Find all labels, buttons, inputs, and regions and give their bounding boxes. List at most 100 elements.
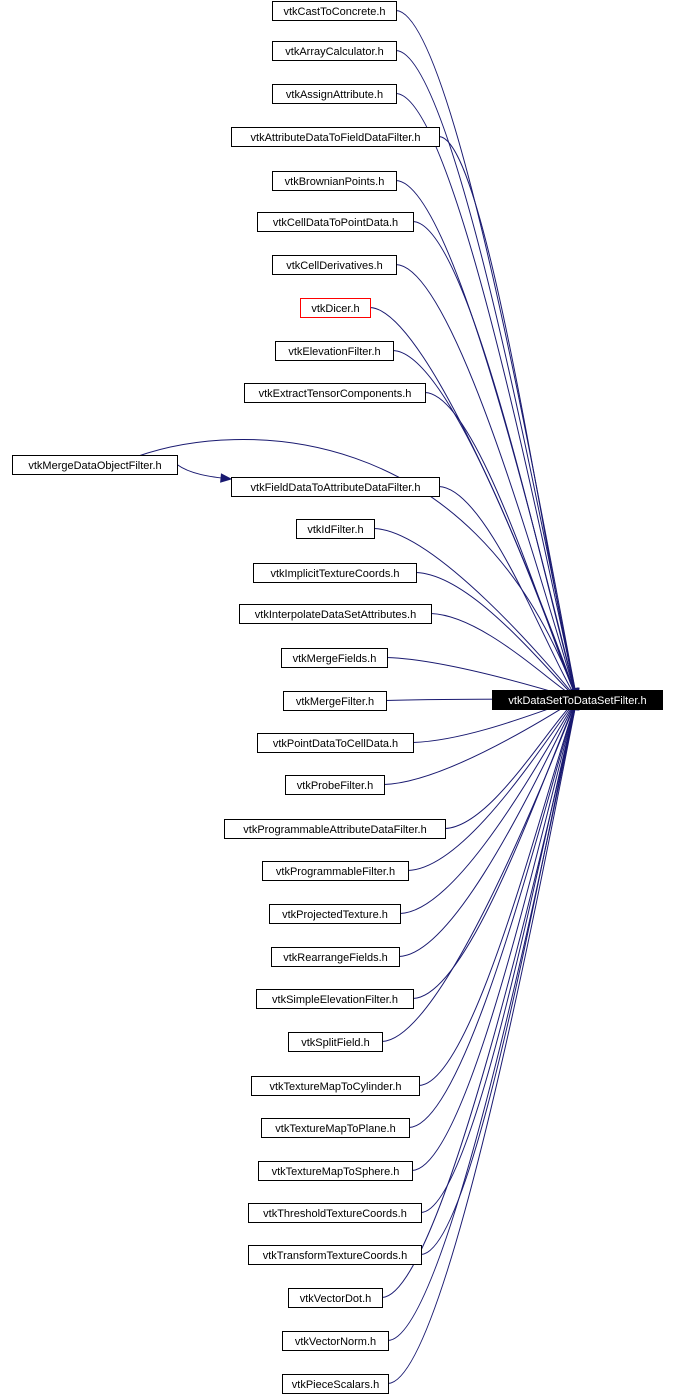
node-vtk-cell-derivatives-box: [272, 255, 397, 275]
edge-vtk-threshold-texture-coords-to-vtk-data-set-to-data-set-filter: [420, 698, 578, 1213]
edge-vtk-array-calculator-to-vtk-data-set-to-data-set-filter: [395, 50, 578, 700]
node-vtk-point-data-to-cell-data[interactable]: vtkPointDataToCellData.h: [257, 733, 414, 753]
node-vtk-texture-map-to-plane[interactable]: vtkTextureMapToPlane.h: [261, 1118, 410, 1138]
node-vtk-dicer-box: [300, 298, 371, 318]
node-vtk-programmable-filter-label: vtkProgrammableFilter.h: [276, 866, 395, 878]
node-vtk-elevation-filter[interactable]: vtkElevationFilter.h: [275, 341, 394, 361]
node-vtk-rearrange-fields-label: vtkRearrangeFields.h: [283, 952, 388, 964]
node-vtk-merge-fields-label: vtkMergeFields.h: [293, 653, 377, 665]
node-vtk-probe-filter[interactable]: vtkProbeFilter.h: [285, 775, 385, 795]
edge-vtk-merge-data-object-filter-to-vtk-field-data-to-attribute-data-filter-arrowhead: [220, 473, 233, 483]
edge-vtk-assign-attribute-to-vtk-data-set-to-data-set-filter: [395, 93, 578, 700]
node-vtk-split-field-label: vtkSplitField.h: [301, 1037, 369, 1049]
edges-layer: [136, 10, 580, 1384]
edge-vtk-extract-tensor-components-to-vtk-data-set-to-data-set-filter: [424, 392, 578, 700]
edge-vtk-programmable-filter-to-vtk-data-set-to-data-set-filter: [407, 698, 578, 871]
node-vtk-point-data-to-cell-data-box: [257, 733, 414, 753]
node-vtk-dicer[interactable]: vtkDicer.h: [300, 298, 371, 318]
node-vtk-interpolate-data-set-attributes-box: [239, 604, 432, 624]
node-vtk-programmable-filter[interactable]: vtkProgrammableFilter.h: [262, 861, 409, 881]
node-vtk-point-data-to-cell-data-label: vtkPointDataToCellData.h: [273, 738, 398, 750]
node-vtk-data-set-to-data-set-filter[interactable]: vtkDataSetToDataSetFilter.h: [492, 690, 663, 710]
node-vtk-cast-to-concrete-box: [272, 1, 397, 21]
node-vtk-texture-map-to-cylinder-label: vtkTextureMapToCylinder.h: [269, 1081, 401, 1093]
node-vtk-cell-derivatives[interactable]: vtkCellDerivatives.h: [272, 255, 397, 275]
node-vtk-programmable-attribute-data-filter[interactable]: vtkProgrammableAttributeDataFilter.h: [224, 819, 446, 839]
node-vtk-programmable-attribute-data-filter-label: vtkProgrammableAttributeDataFilter.h: [243, 824, 426, 836]
node-vtk-vector-norm-box: [282, 1331, 389, 1351]
edge-vtk-rearrange-fields-to-vtk-data-set-to-data-set-filter: [398, 698, 578, 957]
node-vtk-assign-attribute-label: vtkAssignAttribute.h: [286, 89, 383, 101]
edge-vtk-cast-to-concrete-to-vtk-data-set-to-data-set-filter: [395, 10, 578, 700]
node-vtk-texture-map-to-plane-box: [261, 1118, 410, 1138]
node-vtk-transform-texture-coords[interactable]: vtkTransformTextureCoords.h: [248, 1245, 422, 1265]
node-vtk-extract-tensor-components-box: [244, 383, 426, 403]
node-vtk-merge-fields-box: [281, 648, 388, 668]
node-vtk-probe-filter-box: [285, 775, 385, 795]
node-vtk-merge-filter[interactable]: vtkMergeFilter.h: [283, 691, 387, 711]
node-vtk-field-data-to-attribute-data-filter-box: [231, 477, 440, 497]
node-vtk-merge-data-object-filter-label: vtkMergeDataObjectFilter.h: [28, 460, 161, 472]
node-vtk-rearrange-fields-box: [271, 947, 400, 967]
edge-vtk-transform-texture-coords-to-vtk-data-set-to-data-set-filter: [420, 698, 578, 1255]
node-vtk-texture-map-to-sphere[interactable]: vtkTextureMapToSphere.h: [258, 1161, 413, 1181]
edge-vtk-vector-dot-to-vtk-data-set-to-data-set-filter: [381, 698, 578, 1298]
node-vtk-data-set-to-data-set-filter-box: [492, 690, 663, 710]
node-vtk-brownian-points[interactable]: vtkBrownianPoints.h: [272, 171, 397, 191]
node-vtk-data-set-to-data-set-filter-label: vtkDataSetToDataSetFilter.h: [508, 695, 646, 707]
edge-vtk-piece-scalars-to-vtk-data-set-to-data-set-filter: [387, 698, 578, 1384]
node-vtk-piece-scalars-label: vtkPieceScalars.h: [292, 1379, 379, 1391]
node-vtk-assign-attribute-box: [272, 84, 397, 104]
node-vtk-transform-texture-coords-label: vtkTransformTextureCoords.h: [263, 1250, 407, 1262]
node-vtk-id-filter[interactable]: vtkIdFilter.h: [296, 519, 375, 539]
edge-vtk-texture-map-to-cylinder-to-vtk-data-set-to-data-set-filter: [418, 698, 578, 1086]
node-vtk-threshold-texture-coords[interactable]: vtkThresholdTextureCoords.h: [248, 1203, 422, 1223]
node-vtk-merge-data-object-filter[interactable]: vtkMergeDataObjectFilter.h: [12, 455, 178, 475]
node-vtk-vector-dot-label: vtkVectorDot.h: [300, 1293, 372, 1305]
node-vtk-array-calculator-label: vtkArrayCalculator.h: [285, 46, 383, 58]
edge-vtk-merge-data-object-filter-to-vtk-data-set-to-data-set-filter: [136, 438, 578, 700]
node-vtk-texture-map-to-sphere-box: [258, 1161, 413, 1181]
node-vtk-transform-texture-coords-box: [248, 1245, 422, 1265]
node-vtk-array-calculator-box: [272, 41, 397, 61]
edge-vtk-cell-data-to-point-data-to-vtk-data-set-to-data-set-filter: [412, 221, 578, 700]
node-vtk-probe-filter-label: vtkProbeFilter.h: [297, 780, 373, 792]
node-vtk-split-field[interactable]: vtkSplitField.h: [288, 1032, 383, 1052]
node-vtk-simple-elevation-filter[interactable]: vtkSimpleElevationFilter.h: [256, 989, 414, 1009]
node-vtk-extract-tensor-components[interactable]: vtkExtractTensorComponents.h: [244, 383, 426, 403]
node-vtk-implicit-texture-coords[interactable]: vtkImplicitTextureCoords.h: [253, 563, 417, 583]
node-vtk-projected-texture[interactable]: vtkProjectedTexture.h: [269, 904, 401, 924]
node-vtk-texture-map-to-cylinder[interactable]: vtkTextureMapToCylinder.h: [251, 1076, 420, 1096]
node-vtk-threshold-texture-coords-label: vtkThresholdTextureCoords.h: [263, 1208, 407, 1220]
edge-vtk-texture-map-to-plane-to-vtk-data-set-to-data-set-filter: [408, 698, 578, 1128]
node-vtk-interpolate-data-set-attributes[interactable]: vtkInterpolateDataSetAttributes.h: [239, 604, 432, 624]
node-vtk-vector-norm[interactable]: vtkVectorNorm.h: [282, 1331, 389, 1351]
node-vtk-elevation-filter-box: [275, 341, 394, 361]
edge-vtk-implicit-texture-coords-to-vtk-data-set-to-data-set-filter: [415, 572, 578, 700]
edge-vtk-programmable-attribute-data-filter-to-vtk-data-set-to-data-set-filter: [444, 698, 578, 829]
node-vtk-merge-filter-label: vtkMergeFilter.h: [296, 696, 374, 708]
node-vtk-simple-elevation-filter-label: vtkSimpleElevationFilter.h: [272, 994, 398, 1006]
node-vtk-merge-fields[interactable]: vtkMergeFields.h: [281, 648, 388, 668]
edge-vtk-cell-derivatives-to-vtk-data-set-to-data-set-filter: [395, 264, 578, 700]
node-vtk-field-data-to-attribute-data-filter[interactable]: vtkFieldDataToAttributeDataFilter.h: [231, 477, 440, 497]
edge-vtk-projected-texture-to-vtk-data-set-to-data-set-filter: [399, 698, 578, 914]
node-vtk-piece-scalars[interactable]: vtkPieceScalars.h: [282, 1374, 389, 1394]
node-vtk-id-filter-label: vtkIdFilter.h: [307, 524, 363, 536]
node-vtk-assign-attribute[interactable]: vtkAssignAttribute.h: [272, 84, 397, 104]
node-vtk-attribute-data-to-field-data-filter[interactable]: vtkAttributeDataToFieldDataFilter.h: [231, 127, 440, 147]
node-vtk-attribute-data-to-field-data-filter-box: [231, 127, 440, 147]
node-vtk-cast-to-concrete[interactable]: vtkCastToConcrete.h: [272, 1, 397, 21]
node-vtk-projected-texture-label: vtkProjectedTexture.h: [282, 909, 388, 921]
node-vtk-cell-data-to-point-data[interactable]: vtkCellDataToPointData.h: [257, 212, 414, 232]
node-vtk-vector-dot[interactable]: vtkVectorDot.h: [288, 1288, 383, 1308]
node-vtk-cell-derivatives-label: vtkCellDerivatives.h: [286, 260, 383, 272]
node-vtk-texture-map-to-sphere-label: vtkTextureMapToSphere.h: [272, 1166, 400, 1178]
node-vtk-rearrange-fields[interactable]: vtkRearrangeFields.h: [271, 947, 400, 967]
node-vtk-elevation-filter-label: vtkElevationFilter.h: [288, 346, 380, 358]
node-vtk-cast-to-concrete-label: vtkCastToConcrete.h: [283, 6, 385, 18]
node-vtk-array-calculator[interactable]: vtkArrayCalculator.h: [272, 41, 397, 61]
node-vtk-vector-dot-box: [288, 1288, 383, 1308]
edge-vtk-dicer-to-vtk-data-set-to-data-set-filter: [369, 307, 578, 700]
